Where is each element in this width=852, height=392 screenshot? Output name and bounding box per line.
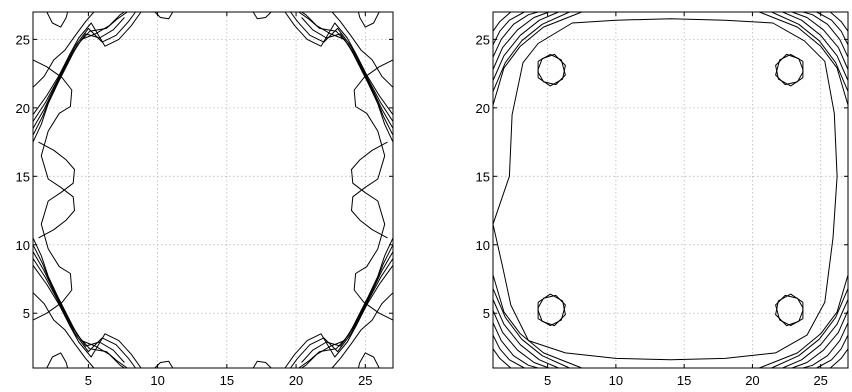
contour-bowl-top-left-3 — [331, 292, 394, 369]
x-tick-label-10: 10 — [150, 373, 164, 388]
contour-pinch-upper-left-1-2 — [32, 237, 128, 369]
x-tick-label-5: 5 — [85, 373, 92, 388]
contour-island-upper-left-0 — [537, 53, 566, 87]
contour-level-4-2 — [492, 11, 559, 81]
contour-level-3-0 — [492, 288, 570, 369]
contour-level-6-0 — [492, 322, 539, 369]
contour-level-6-3 — [802, 11, 849, 58]
contour-level-3-3 — [771, 11, 849, 92]
contour-pinch-upper-left-1-0 — [32, 11, 128, 143]
contour-pinch-upper-left-4-2 — [32, 258, 136, 369]
contour-level-3-2 — [492, 11, 570, 92]
contour-lobe-upper-left-1 — [351, 59, 394, 239]
contour-level-5-2 — [492, 11, 550, 70]
y-tick-label-25: 25 — [16, 32, 30, 47]
y-tick-label-15: 15 — [16, 169, 30, 184]
contour-pinch-upper-left-5-0 — [32, 11, 142, 115]
contour-pinch-upper-left-1-3 — [298, 237, 394, 369]
contour-small-top-left-3 — [357, 352, 380, 369]
contour-level-2-0 — [492, 274, 582, 369]
contour-pinch-upper-left-4-0 — [32, 11, 136, 122]
contour-small-top-mid-left-1 — [252, 11, 272, 20]
contour-bowl-top-left-2 — [32, 292, 95, 369]
y-tick-label-5: 5 — [23, 306, 30, 321]
y-tick-label-10: 10 — [476, 238, 490, 253]
contour-pinch-upper-left-3-0 — [32, 17, 125, 129]
contour-level-3-1 — [771, 288, 849, 369]
contour-pinch-upper-left-3-2 — [32, 251, 125, 363]
contour-level-7-0 — [492, 334, 525, 369]
x-tick-label-20: 20 — [745, 373, 759, 388]
contour-pinch-upper-left-3-3 — [301, 251, 394, 363]
contour-level-4-1 — [782, 299, 849, 369]
x-tick-label-25: 25 — [813, 373, 827, 388]
contour-level-5-1 — [791, 310, 849, 369]
contour-pinch-upper-left-4-1 — [290, 11, 394, 122]
contour-level-2-2 — [492, 11, 582, 106]
contour-small-top-left-1 — [357, 11, 380, 28]
contour-level-7-3 — [816, 11, 849, 46]
contour-pinch-upper-left-3-1 — [301, 17, 394, 129]
contour-level-5-3 — [791, 11, 849, 70]
contour-pinch-upper-left-5-3 — [284, 265, 394, 369]
contour-level-6-1 — [802, 322, 849, 369]
y-tick-label-20: 20 — [476, 101, 490, 116]
y-tick-label-15: 15 — [476, 169, 490, 184]
contour-bowl-top-left-0 — [32, 11, 95, 88]
y-tick-label-25: 25 — [476, 32, 490, 47]
x-tick-label-10: 10 — [609, 373, 623, 388]
contour-pinch-upper-left-1-1 — [298, 11, 394, 143]
contour-level-1-0 — [492, 18, 838, 361]
contour-small-top-left-2 — [46, 352, 69, 369]
contour-island-upper-left-1 — [775, 53, 804, 87]
x-tick-label-15: 15 — [220, 373, 234, 388]
y-tick-label-20: 20 — [16, 101, 30, 116]
contour-pinch-upper-left-4-3 — [290, 258, 394, 369]
contour-level-5-0 — [492, 310, 550, 369]
contour-level-4-3 — [782, 11, 849, 81]
y-tick-label-10: 10 — [16, 238, 30, 253]
contour-level-7-2 — [492, 11, 525, 46]
x-tick-label-15: 15 — [677, 373, 691, 388]
contour-level-8-1 — [829, 348, 849, 369]
x-tick-label-25: 25 — [358, 373, 372, 388]
contour-pinch-upper-left-5-1 — [284, 11, 394, 115]
contour-island-upper-left-2 — [537, 293, 566, 327]
contour-level-7-1 — [816, 334, 849, 369]
plot-frame — [32, 11, 394, 369]
contour-bowl-top-left-1 — [331, 11, 394, 88]
contour-island-upper-left-3 — [775, 293, 804, 327]
contour-lobe-upper-left-2 — [32, 141, 75, 321]
contour-level-8-2 — [492, 11, 512, 32]
contour-level-2-3 — [759, 11, 849, 106]
y-tick-label-5: 5 — [483, 306, 490, 321]
x-tick-label-20: 20 — [289, 373, 303, 388]
contour-level-4-0 — [492, 299, 559, 369]
contour-level-2-1 — [759, 274, 849, 369]
plot-frame — [492, 11, 849, 369]
contour-lobe-upper-left-0 — [32, 59, 75, 239]
contour-level-8-0 — [492, 348, 512, 369]
contour-plot-left: 5 10 15 20 25 5 10 15 20 25 — [16, 11, 394, 388]
x-tick-label-5: 5 — [544, 373, 551, 388]
contour-lobe-upper-left-3 — [351, 141, 394, 321]
contour-pinch-upper-left-5-2 — [32, 265, 142, 369]
contour-plot-right: 5 10 15 20 25 5 10 15 20 25 — [476, 11, 849, 388]
contour-small-top-left-0 — [46, 11, 69, 28]
contour-level-6-2 — [492, 11, 539, 58]
contour-level-8-3 — [829, 11, 849, 32]
contour-small-top-mid-left-3 — [252, 360, 272, 369]
